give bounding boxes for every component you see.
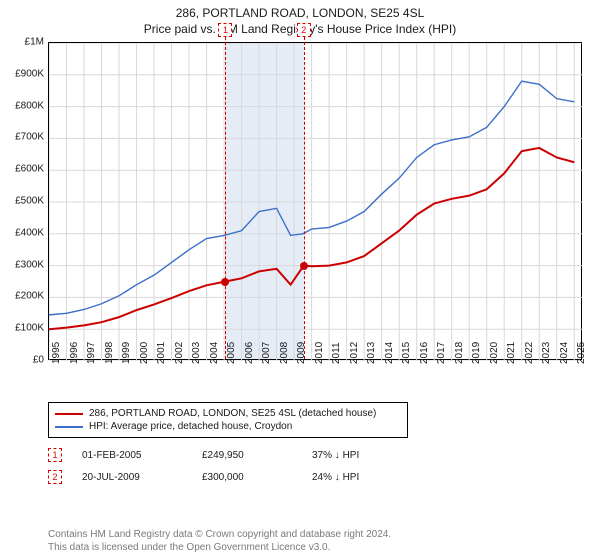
x-tick-label: 2006 — [244, 342, 255, 364]
x-tick-label: 2024 — [559, 342, 570, 364]
y-tick-label: £500K — [15, 196, 44, 207]
y-tick-label: £1M — [25, 37, 44, 48]
y-tick-label: £100K — [15, 323, 44, 334]
x-tick-label: 2007 — [261, 342, 272, 364]
x-tick-label: 2025 — [576, 342, 587, 364]
x-tick-label: 2005 — [226, 342, 237, 364]
y-tick-label: £900K — [15, 68, 44, 79]
sale-date: 01-FEB-2005 — [82, 450, 182, 461]
legend-swatch — [55, 426, 83, 428]
x-tick-label: 2017 — [436, 342, 447, 364]
sale-marker: 2 — [48, 470, 62, 484]
x-tick-label: 2020 — [489, 342, 500, 364]
sale-date: 20-JUL-2009 — [82, 472, 182, 483]
y-tick-label: £700K — [15, 132, 44, 143]
footnote: Contains HM Land Registry data © Crown c… — [48, 529, 582, 554]
x-tick-label: 2021 — [506, 342, 517, 364]
price-chart: 12 — [48, 42, 582, 360]
marker-line — [225, 37, 226, 359]
sale-diff: 24% ↓ HPI — [312, 472, 412, 483]
sale-price: £300,000 — [202, 472, 292, 483]
x-tick-label: 2000 — [139, 342, 150, 364]
x-tick-label: 2014 — [384, 342, 395, 364]
x-tick-label: 1997 — [86, 342, 97, 364]
legend-swatch — [55, 413, 83, 415]
y-tick-label: £600K — [15, 164, 44, 175]
y-tick-label: £400K — [15, 227, 44, 238]
x-tick-label: 1996 — [69, 342, 80, 364]
x-tick-label: 2012 — [349, 342, 360, 364]
x-tick-label: 2013 — [366, 342, 377, 364]
legend-label: 286, PORTLAND ROAD, LONDON, SE25 4SL (de… — [89, 408, 376, 419]
legend-item: HPI: Average price, detached house, Croy… — [55, 420, 401, 433]
x-tick-label: 2022 — [524, 342, 535, 364]
x-tick-label: 2016 — [419, 342, 430, 364]
footnote-line: Contains HM Land Registry data © Crown c… — [48, 529, 582, 542]
legend-item: 286, PORTLAND ROAD, LONDON, SE25 4SL (de… — [55, 407, 401, 420]
sales-table: 1 01-FEB-2005 £249,950 37% ↓ HPI 2 20-JU… — [48, 444, 582, 488]
sale-diff: 37% ↓ HPI — [312, 450, 412, 461]
sale-row: 1 01-FEB-2005 £249,950 37% ↓ HPI — [48, 444, 582, 466]
x-tick-label: 1998 — [104, 342, 115, 364]
y-tick-label: £0 — [33, 355, 44, 366]
x-tick-label: 1995 — [51, 342, 62, 364]
x-tick-label: 2004 — [209, 342, 220, 364]
y-tick-label: £200K — [15, 291, 44, 302]
sale-row: 2 20-JUL-2009 £300,000 24% ↓ HPI — [48, 466, 582, 488]
footnote-line: This data is licensed under the Open Gov… — [48, 542, 582, 555]
y-axis: £0£100K£200K£300K£400K£500K£600K£700K£80… — [0, 42, 48, 360]
x-tick-label: 2001 — [156, 342, 167, 364]
sale-marker: 1 — [48, 448, 62, 462]
x-tick-label: 2010 — [314, 342, 325, 364]
x-tick-label: 2023 — [541, 342, 552, 364]
x-tick-label: 2015 — [401, 342, 412, 364]
x-tick-label: 1999 — [121, 342, 132, 364]
y-tick-label: £300K — [15, 259, 44, 270]
marker-badge: 2 — [297, 23, 311, 37]
legend: 286, PORTLAND ROAD, LONDON, SE25 4SL (de… — [48, 402, 408, 438]
marker-badge: 1 — [218, 23, 232, 37]
x-tick-label: 2019 — [471, 342, 482, 364]
page-title: 286, PORTLAND ROAD, LONDON, SE25 4SL — [0, 6, 600, 20]
sale-dot — [221, 278, 229, 286]
marker-line — [304, 37, 305, 359]
chart-svg — [49, 43, 583, 361]
x-axis: 1995199619971998199920002001200220032004… — [48, 360, 582, 400]
x-tick-label: 2011 — [331, 342, 342, 364]
legend-label: HPI: Average price, detached house, Croy… — [89, 421, 292, 432]
x-tick-label: 2009 — [296, 342, 307, 364]
sale-dot — [300, 262, 308, 270]
y-tick-label: £800K — [15, 100, 44, 111]
x-tick-label: 2003 — [191, 342, 202, 364]
x-tick-label: 2008 — [279, 342, 290, 364]
sale-price: £249,950 — [202, 450, 292, 461]
x-tick-label: 2018 — [454, 342, 465, 364]
x-tick-label: 2002 — [174, 342, 185, 364]
